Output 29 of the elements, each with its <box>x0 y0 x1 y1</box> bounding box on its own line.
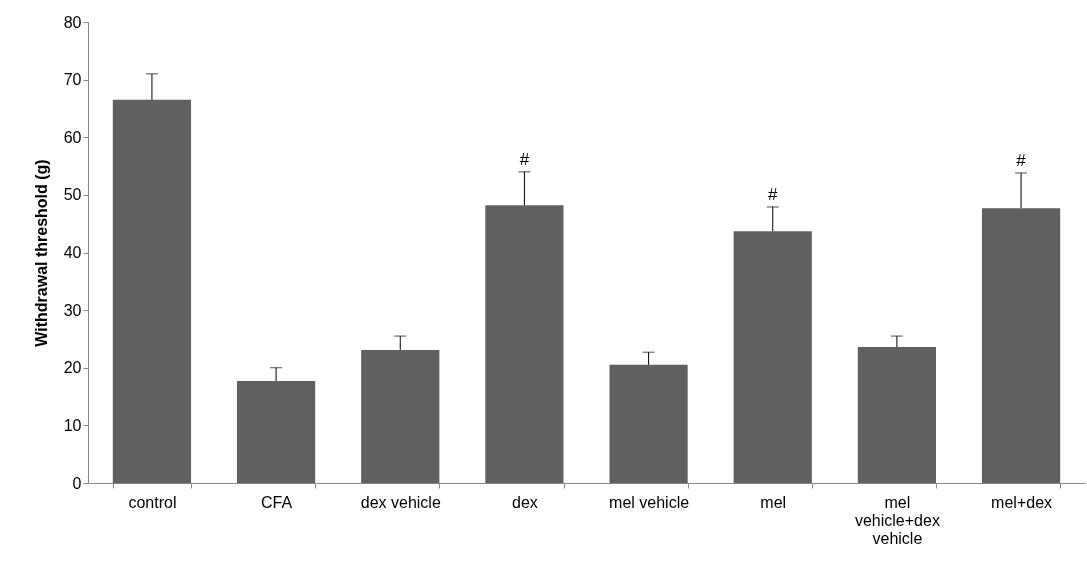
x-tick-label: dex vehicle <box>360 493 441 511</box>
x-tick-label: control <box>128 493 177 511</box>
x-tick-label: mel+dex <box>991 493 1053 511</box>
bar <box>236 381 316 483</box>
bar <box>485 205 564 483</box>
y-tick-label: 0 <box>72 474 82 492</box>
y-tick-label: 50 <box>63 186 82 204</box>
y-tick-label: 10 <box>63 416 82 434</box>
bar <box>733 231 812 483</box>
bar <box>112 99 192 483</box>
y-tick-label: 20 <box>63 359 82 377</box>
y-tick-label: 80 <box>63 13 82 31</box>
bar <box>609 364 688 483</box>
y-tick-label: 70 <box>63 71 82 89</box>
y-axis-title: Withdrawal threshold (g) <box>32 159 50 347</box>
bar <box>361 349 440 483</box>
annotation: # <box>768 184 778 204</box>
bar <box>981 208 1061 483</box>
x-tick-label: mel <box>760 493 787 511</box>
x-tick-label: mel vehicle <box>609 493 690 511</box>
annotation: # <box>519 149 530 169</box>
y-tick-label: 60 <box>63 128 82 146</box>
y-tick-label: 30 <box>63 301 82 319</box>
annotation: # <box>1016 150 1027 170</box>
y-tick-label: 40 <box>63 244 82 261</box>
x-tick-label: CFA <box>261 493 293 511</box>
x-tick-label: dex <box>512 493 538 511</box>
bar <box>857 347 937 483</box>
x-tick-label: mel vehicle+dex vehicle <box>854 493 940 547</box>
